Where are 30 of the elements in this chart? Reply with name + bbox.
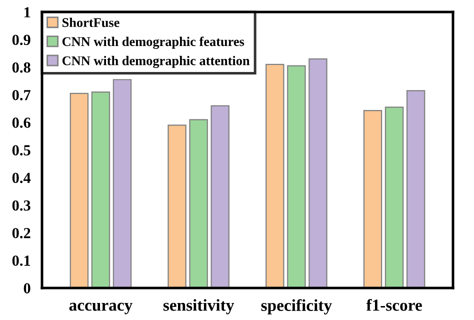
y-tick-label: 0.8	[12, 62, 30, 73]
x-tick-label: f1-score	[366, 298, 422, 311]
y-tick-label: 0.9	[12, 34, 30, 46]
y-tick-label: 0.3	[12, 200, 30, 211]
y-tick-label: 0.1	[12, 256, 30, 266]
x-tick-label: accuracy	[69, 302, 132, 314]
bar	[363, 110, 382, 288]
bar	[308, 58, 328, 288]
bar	[189, 119, 208, 288]
bar	[384, 106, 404, 288]
legend-label: CNN with demographic attention	[62, 56, 250, 68]
bar	[112, 79, 132, 288]
legend-label: ShortFuse	[62, 18, 120, 28]
y-tick-label: 0.7	[12, 90, 31, 100]
bar	[266, 64, 284, 288]
y-tick-label: 0.6	[12, 118, 30, 128]
y-tick-label: 0.5	[12, 145, 30, 156]
legend-label: CNN with demographic features	[62, 36, 244, 49]
y-tick-label: 0	[24, 283, 30, 294]
bar	[70, 92, 89, 288]
bar	[210, 105, 230, 288]
x-tick-label: sensitivity	[163, 299, 234, 314]
y-tick-label: 1	[24, 7, 30, 18]
bar	[168, 124, 186, 288]
bar	[406, 90, 426, 288]
y-tick-label: 0.4	[12, 172, 31, 184]
x-tick-label: specificity	[261, 299, 332, 314]
bar	[91, 91, 110, 288]
y-tick-label: 0.2	[12, 228, 30, 238]
bar	[287, 65, 306, 288]
